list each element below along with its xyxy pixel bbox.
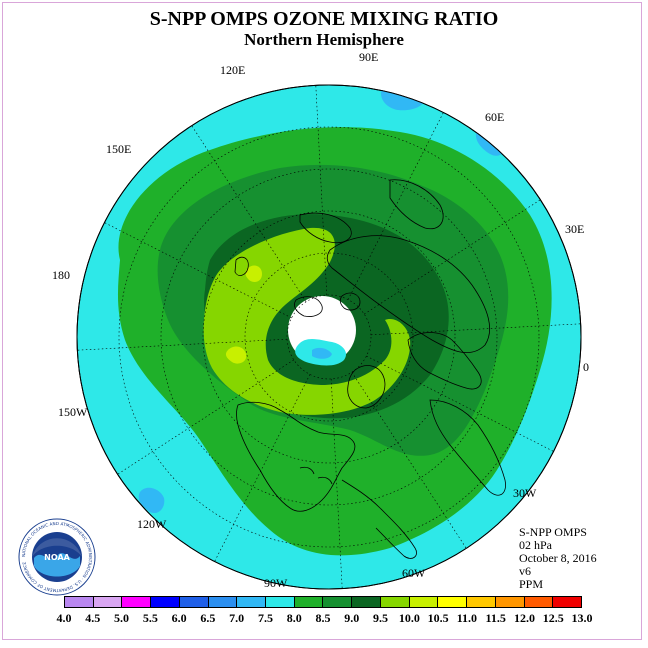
colorbar-tick-label: 13.0 [571,611,593,625]
meridian-line [351,372,467,549]
colorbar-tick-label: 11.0 [456,611,478,625]
colorbar-segment [266,597,295,607]
colorbar-tick-label: 5.0 [114,611,130,625]
colorbar-segment [438,597,468,607]
colorbar-segment [323,597,353,607]
colorbar-tick-label: 4.0 [56,611,72,625]
lon-label-60e: 60E [485,110,505,124]
colorbar-segment [524,597,554,607]
logo-text: NOAA [44,553,70,562]
lon-label-0: 0 [583,360,589,374]
lon-label-30e: 30E [565,222,585,236]
meridian-line [330,378,343,589]
info-level: 02 hPa [519,538,552,552]
lon-label-90w: 90W [264,576,288,590]
contour-patch [312,347,332,359]
lon-label-90e: 90E [359,50,379,64]
colorbar-segment [93,597,123,607]
colorbar-segment [553,597,581,607]
colorbar-tick-label: 12.5 [542,611,564,625]
contour-patch [138,487,165,514]
colorbar-tick-label: 6.5 [200,611,216,625]
colorbar-tick-label: 7.5 [257,611,273,625]
colorbar-segment [495,597,525,607]
colorbar-segment [208,597,238,607]
colorbar-segment [237,597,267,607]
colorbar-segment [467,597,496,607]
meridian-line [117,359,294,475]
meridian-line [104,222,292,319]
lon-label-120w: 120W [137,517,167,531]
contour-band-10-0 [225,346,247,364]
lon-label-60w: 60W [402,566,426,580]
colorbar-segment [122,597,152,607]
colorbar-tick-label: 10.0 [398,611,420,625]
colorbar-tick-label: 7.0 [229,611,245,625]
colorbar-segment [294,597,324,607]
colorbar-tick-label: 8.5 [315,611,331,625]
colorbar-tick-label: 8.0 [286,611,302,625]
page-frame [2,2,642,640]
colorbar-tick-label: 4.5 [85,611,101,625]
meridian-line [214,374,311,562]
meridian-line [370,323,581,336]
map-border [76,84,582,590]
map-title: S-NPP OMPS OZONE MIXING RATIO [149,8,499,30]
info-units: PPM [519,577,544,591]
meridian-line [315,85,328,296]
colorbar-tick-label: 11.5 [485,611,506,625]
info-instrument: S-NPP OMPS [519,525,587,539]
colorbar [64,596,582,608]
lon-label-30w: 30W [513,486,537,500]
colorbar-tick-label: 9.0 [344,611,360,625]
noaa-logo: NATIONAL OCEANIC AND ATMOSPHERIC ADMINIS… [18,518,96,596]
meridian-line [191,125,307,302]
lon-label-150e: 150E [106,142,132,156]
colorbar-segment [179,597,209,607]
lon-label-180: 180 [52,268,70,282]
lon-label-120e: 120E [220,63,246,77]
colorbar-tick-label: 6.0 [171,611,187,625]
colorbar-tick-label: 12.0 [513,611,535,625]
lon-label-150w: 150W [58,405,88,419]
colorbar-tick-label: 5.5 [142,611,158,625]
colorbar-segment [65,597,94,607]
coastlines [234,179,506,559]
colorbar-tick-label: 9.5 [373,611,389,625]
colorbar-segment [409,597,439,607]
info-version: v6 [519,564,531,578]
colorbar-tick-label: 10.5 [427,611,449,625]
contour-band-10-0 [245,265,262,282]
meridian-line [364,199,541,315]
meridian-line [77,338,288,351]
info-date: October 8, 2016 [519,551,597,565]
meridian-line [366,355,554,452]
map-subtitle: Northern Hemisphere [244,30,404,49]
colorbar-segment [352,597,381,607]
colorbar-segment [380,597,410,607]
colorbar-segment [151,597,180,607]
